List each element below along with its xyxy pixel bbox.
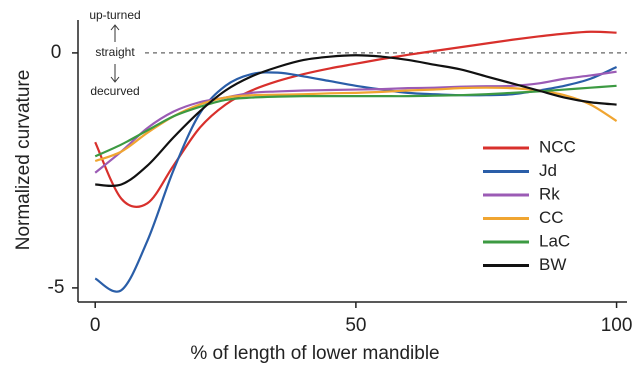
series-line: [94, 70, 617, 174]
legend-label: NCC: [539, 137, 576, 156]
x-axis-label: % of length of lower mandible: [190, 343, 439, 364]
legend-label: LaC: [539, 231, 570, 250]
series-line: [94, 30, 617, 209]
annotation: up-turned: [89, 8, 140, 22]
legend-label: CC: [539, 208, 564, 227]
annotation: straight: [95, 45, 135, 59]
y-axis-label: Normalized curvature: [13, 70, 34, 251]
y-tick-label: -5: [48, 277, 65, 298]
legend-label: BW: [539, 255, 566, 274]
arrows: [110, 24, 120, 83]
x-tick-label: 100: [601, 315, 633, 336]
annotation: decurved: [90, 84, 139, 98]
x-tick-label: 50: [345, 315, 366, 336]
x-tick-label: 0: [90, 315, 101, 336]
series-line: [95, 54, 617, 187]
y-tick-label: 0: [51, 42, 62, 63]
legend-label: Jd: [539, 161, 557, 180]
series-line: [94, 84, 617, 158]
legend-label: Rk: [539, 184, 560, 203]
